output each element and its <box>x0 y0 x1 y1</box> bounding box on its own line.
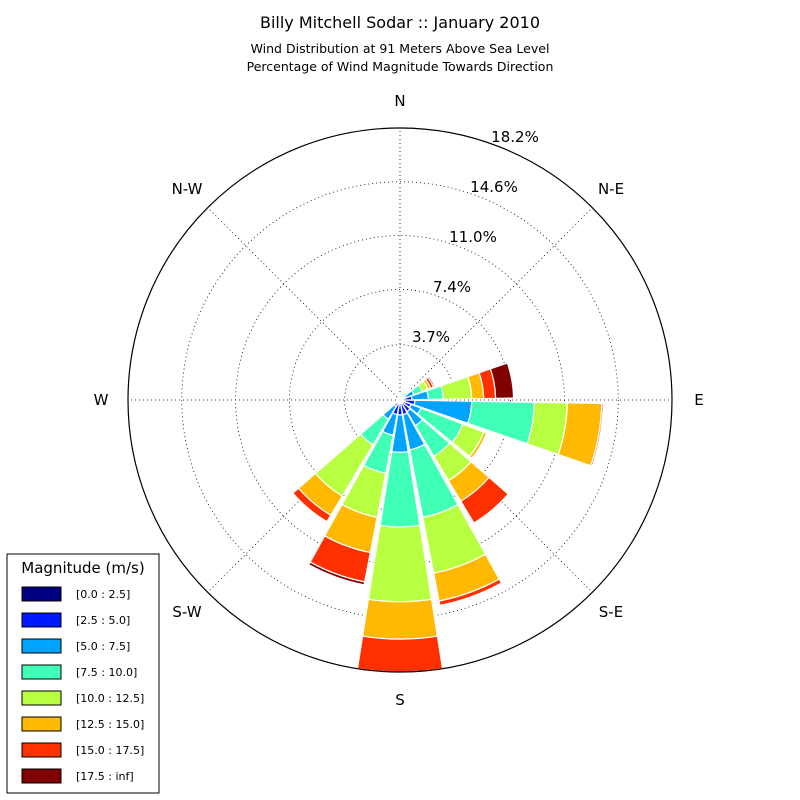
wind-bars <box>292 362 604 673</box>
legend-swatch <box>21 638 62 654</box>
radial-tick-labels: 3.7% 7.4% 11.0% 14.6% 18.2% <box>412 128 539 346</box>
wind-bar-segment <box>361 598 439 640</box>
wind-bar-segment <box>307 561 366 586</box>
legend-swatch <box>21 664 62 680</box>
direction-label-nw: N-W <box>172 180 203 198</box>
chart-title: Billy Mitchell Sodar :: January 2010 <box>260 13 540 32</box>
grid-spoke <box>399 207 593 401</box>
radial-tick-label: 3.7% <box>412 328 450 346</box>
wind-bar-segment <box>367 524 433 603</box>
wind-bar-segment <box>459 476 510 524</box>
grid-spoke <box>207 207 401 401</box>
wind-bar-segment <box>489 362 515 399</box>
legend: Magnitude (m/s) [0.0 : 2.5] [2.5 : 5.0] [5… <box>6 553 160 794</box>
direction-labels: N N-E E S-E S S-W W N-W <box>94 92 704 709</box>
legend-label: [2.5 : 5.0] <box>76 614 130 627</box>
direction-label-e: E <box>694 391 703 409</box>
legend-label: [15.0 : 17.5] <box>76 744 144 757</box>
polar-frame <box>127 127 673 673</box>
legend-swatch <box>21 612 62 628</box>
direction-label-w: W <box>94 391 109 409</box>
direction-label-s: S <box>395 691 405 709</box>
direction-label-n: N <box>394 92 405 110</box>
direction-label-sw: S-W <box>172 603 201 621</box>
legend-swatch <box>21 768 62 784</box>
radial-tick-label: 14.6% <box>470 178 518 196</box>
radial-tick-label: 7.4% <box>433 278 471 296</box>
radial-tick-label: 11.0% <box>449 228 497 246</box>
chart-subtitle-line-1: Wind Distribution at 91 Meters Above Sea… <box>251 41 550 56</box>
legend-label: [5.0 : 7.5] <box>76 640 130 653</box>
wind-bar-segment <box>392 401 397 406</box>
legend-label: [17.5 : inf] <box>76 770 134 783</box>
wind-bar-segment <box>590 402 604 467</box>
legend-label: [12.5 : 15.0] <box>76 718 144 731</box>
direction-label-se: S-E <box>599 603 623 621</box>
outer-ring <box>127 127 673 673</box>
legend-label: [0.0 : 2.5] <box>76 588 130 601</box>
grid-ring <box>344 344 456 456</box>
legend-swatch <box>21 586 62 602</box>
wind-bar-segment <box>356 635 444 673</box>
wind-bar-segment <box>427 375 436 388</box>
direction-label-ne: N-E <box>598 180 624 198</box>
legend-swatch <box>21 690 62 706</box>
legend-swatch <box>21 742 62 758</box>
grid-ring <box>289 289 511 511</box>
legend-label: [7.5 : 10.0] <box>76 666 137 679</box>
grid-ring <box>181 181 619 619</box>
legend-label: [10.0 : 12.5] <box>76 692 144 705</box>
wind-bar-segment <box>468 431 488 460</box>
radial-tick-label: 18.2% <box>491 128 539 146</box>
legend-swatch <box>21 716 62 732</box>
wind-bar-segment <box>438 578 503 607</box>
wind-bar-segment <box>292 487 332 523</box>
chart-subtitle-line-2: Percentage of Wind Magnitude Towards Dir… <box>247 59 554 74</box>
wind-bar-segment <box>440 375 473 400</box>
legend-title: Magnitude (m/s) <box>21 559 144 577</box>
